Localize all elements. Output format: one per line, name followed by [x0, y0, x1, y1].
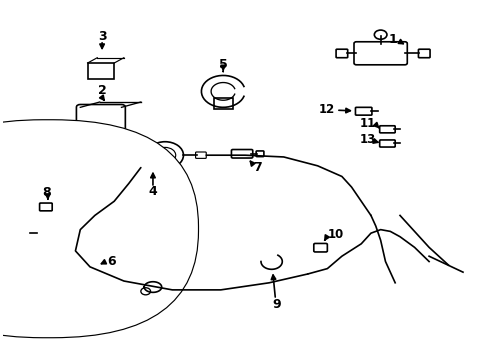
Bar: [109, 143, 143, 168]
Bar: [214, 98, 233, 109]
FancyBboxPatch shape: [28, 225, 44, 241]
Text: 11: 11: [360, 117, 376, 130]
Circle shape: [37, 210, 109, 263]
Circle shape: [147, 142, 183, 168]
FancyBboxPatch shape: [231, 149, 253, 158]
Text: 4: 4: [148, 185, 157, 198]
FancyBboxPatch shape: [355, 107, 372, 115]
FancyBboxPatch shape: [354, 42, 407, 65]
Circle shape: [154, 147, 176, 163]
FancyBboxPatch shape: [380, 140, 395, 147]
Text: 10: 10: [327, 229, 343, 242]
Text: 13: 13: [360, 134, 376, 147]
Text: 6: 6: [107, 255, 116, 268]
FancyBboxPatch shape: [418, 49, 430, 58]
Circle shape: [374, 30, 387, 39]
Text: 2: 2: [98, 84, 106, 97]
FancyBboxPatch shape: [0, 120, 198, 338]
FancyBboxPatch shape: [380, 126, 395, 133]
Text: 3: 3: [98, 30, 106, 43]
FancyBboxPatch shape: [83, 264, 96, 270]
Text: 9: 9: [272, 298, 281, 311]
Circle shape: [141, 288, 150, 295]
FancyBboxPatch shape: [196, 152, 206, 158]
Text: 12: 12: [318, 103, 335, 116]
Text: 7: 7: [253, 161, 262, 174]
Text: 5: 5: [219, 58, 227, 71]
Bar: [88, 63, 114, 79]
Text: 1: 1: [389, 33, 397, 46]
FancyBboxPatch shape: [76, 104, 125, 133]
FancyBboxPatch shape: [336, 49, 348, 58]
FancyBboxPatch shape: [314, 243, 327, 252]
FancyBboxPatch shape: [256, 151, 264, 157]
FancyBboxPatch shape: [40, 203, 52, 211]
Text: 8: 8: [42, 186, 50, 199]
